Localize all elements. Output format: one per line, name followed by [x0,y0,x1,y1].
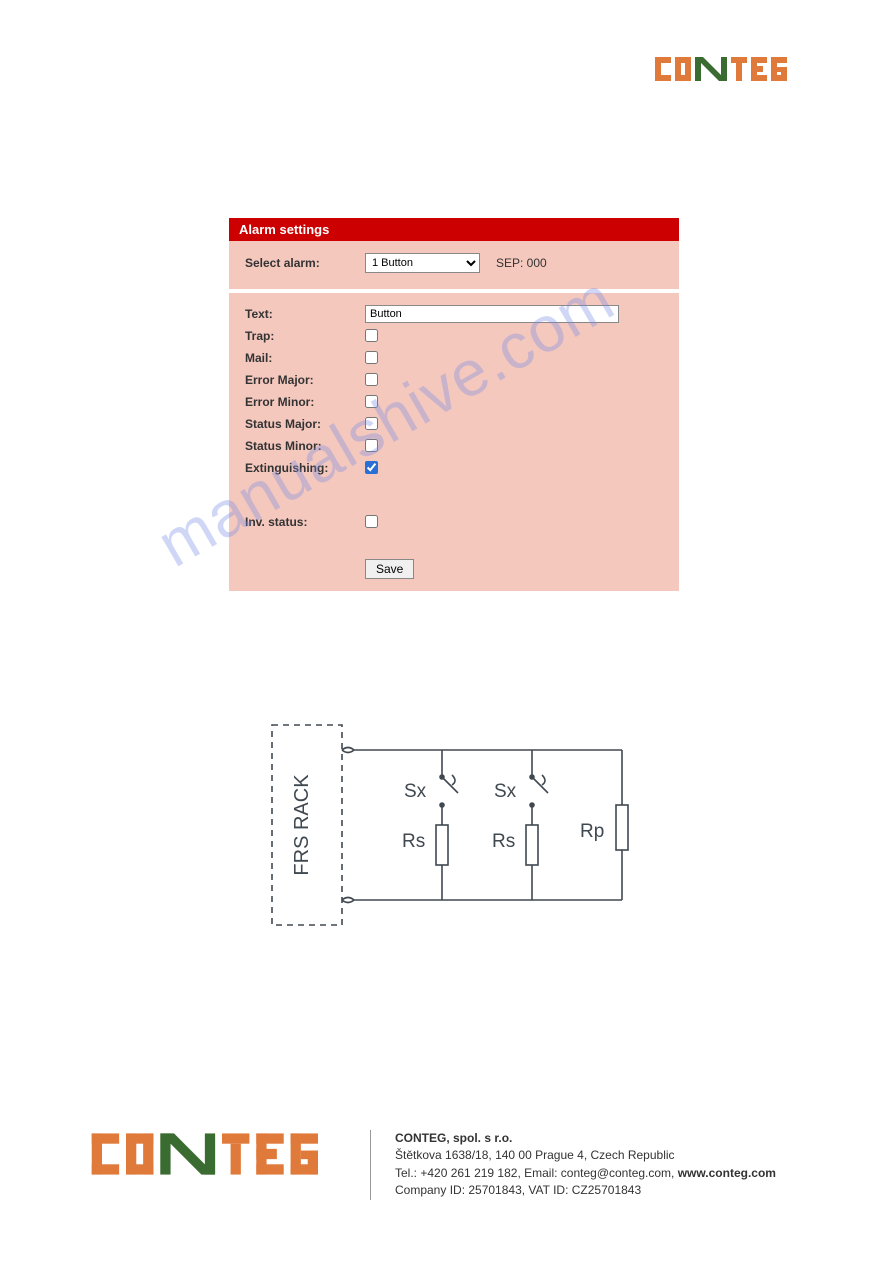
footer-address: Štětkova 1638/18, 140 00 Prague 4, Czech… [395,1147,776,1164]
svg-text:Sx: Sx [494,781,517,802]
footer-tel: +420 261 219 182 [420,1166,517,1180]
status-major-label: Status Major: [245,417,365,431]
error-minor-checkbox[interactable] [365,395,378,408]
select-alarm-label: Select alarm: [245,256,365,270]
svg-text:Rp: Rp [580,821,604,842]
error-minor-label: Error Minor: [245,395,365,409]
error-major-label: Error Major: [245,373,365,387]
alarm-settings-panel: Alarm settings Select alarm: 1 Button SE… [229,218,679,595]
save-button[interactable]: Save [365,559,414,579]
footer-www-label: , [671,1166,678,1180]
status-minor-label: Status Minor: [245,439,365,453]
trap-label: Trap: [245,329,365,343]
footer-text: CONTEG, spol. s r.o. Štětkova 1638/18, 1… [395,1130,776,1200]
trap-checkbox[interactable] [365,329,378,342]
footer-email-label: , Email: [517,1166,560,1180]
inv-status-label: Inv. status: [245,515,365,529]
brand-logo-top [655,55,793,83]
mail-checkbox[interactable] [365,351,378,364]
footer-ids: Company ID: 25701843, VAT ID: CZ25701843 [395,1182,776,1199]
status-major-checkbox[interactable] [365,417,378,430]
inv-status-checkbox[interactable] [365,515,378,528]
panel-title: Alarm settings [229,218,679,241]
select-alarm-dropdown[interactable]: 1 Button [365,253,480,273]
text-label: Text: [245,307,365,321]
page-footer: CONTEG, spol. s r.o. Štětkova 1638/18, 1… [90,1130,833,1200]
extinguishing-checkbox[interactable] [365,461,378,474]
extinguishing-label: Extinguishing: [245,461,365,475]
fields-section: Text: Trap: Mail: Error Major: Error Min… [229,293,679,591]
svg-text:Sx: Sx [404,781,427,802]
mail-label: Mail: [245,351,365,365]
svg-text:FRS RACK: FRS RACK [291,774,313,876]
svg-text:Rs: Rs [492,831,515,852]
footer-tel-label: Tel.: [395,1166,420,1180]
footer-divider [370,1130,371,1200]
footer-company: CONTEG, spol. s r.o. [395,1131,512,1145]
status-minor-checkbox[interactable] [365,439,378,452]
select-section: Select alarm: 1 Button SEP: 000 [229,241,679,289]
svg-text:Rs: Rs [402,831,425,852]
circuit-diagram: FRS RACK [262,715,662,935]
footer-www: www.conteg.com [678,1166,776,1180]
footer-email: conteg@conteg.com [561,1166,671,1180]
sep-text: SEP: 000 [496,256,547,270]
brand-logo-footer [90,1130,330,1178]
error-major-checkbox[interactable] [365,373,378,386]
text-input[interactable] [365,305,619,323]
